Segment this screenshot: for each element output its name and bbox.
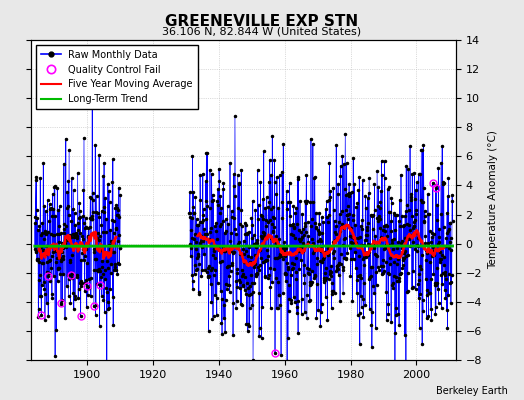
Y-axis label: Temperature Anomaly (°C): Temperature Anomaly (°C) <box>488 130 498 270</box>
Legend: Raw Monthly Data, Quality Control Fail, Five Year Moving Average, Long-Term Tren: Raw Monthly Data, Quality Control Fail, … <box>36 45 198 109</box>
Text: 36.106 N, 82.844 W (United States): 36.106 N, 82.844 W (United States) <box>162 26 362 36</box>
Text: Berkeley Earth: Berkeley Earth <box>436 386 508 396</box>
Text: GREENEVILLE EXP STN: GREENEVILLE EXP STN <box>166 14 358 29</box>
